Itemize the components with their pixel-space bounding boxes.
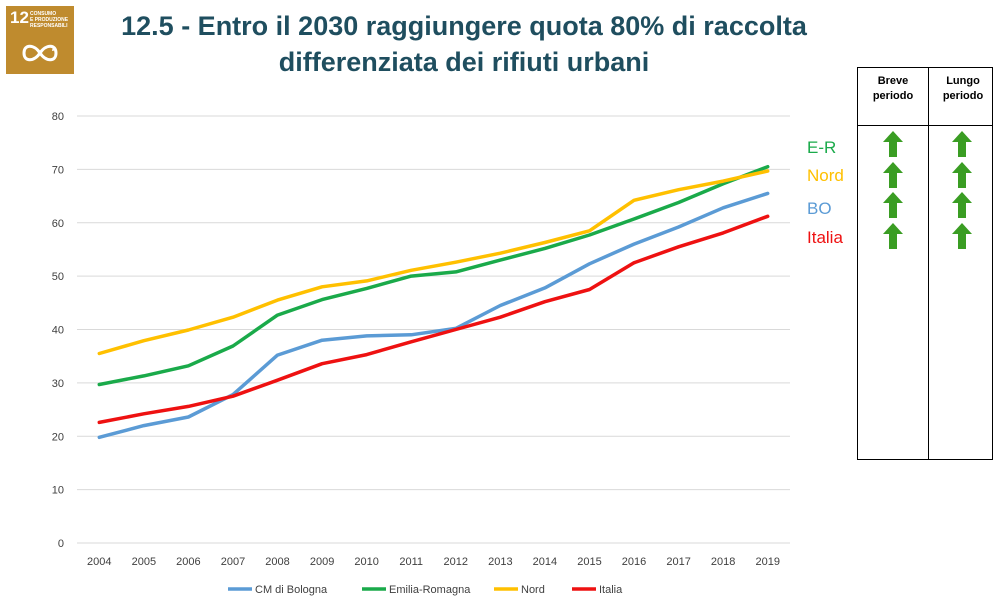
y-tick-label: 30 bbox=[52, 378, 64, 390]
y-tick-label: 40 bbox=[52, 325, 64, 337]
title-line-1: 12.5 - Entro il 2030 raggiungere quota 8… bbox=[121, 11, 807, 41]
x-tick-label: 2013 bbox=[488, 556, 512, 568]
x-tick-label: 2014 bbox=[533, 556, 557, 568]
table-divider-horizontal bbox=[858, 125, 992, 126]
x-tick-label: 2018 bbox=[711, 556, 735, 568]
series-line bbox=[97, 214, 770, 425]
y-tick-label: 80 bbox=[52, 111, 64, 123]
table-divider-vertical bbox=[928, 68, 929, 459]
series-line bbox=[97, 164, 770, 387]
up-arrow-icon bbox=[883, 223, 903, 249]
legend-label: Emilia-Romagna bbox=[389, 584, 471, 596]
header-text: Breve bbox=[877, 75, 909, 87]
x-tick-label: 2012 bbox=[444, 556, 468, 568]
up-arrow-icon bbox=[952, 162, 972, 188]
up-arrow-icon bbox=[952, 131, 972, 157]
up-arrow-icon bbox=[952, 192, 972, 218]
label-nord: Nord bbox=[807, 166, 844, 185]
header-text: periodo bbox=[872, 90, 914, 102]
y-tick-label: 20 bbox=[52, 431, 64, 443]
x-tick-label: 2004 bbox=[87, 556, 111, 568]
up-arrow-icon bbox=[952, 223, 972, 249]
sdg-text-line: responsabili bbox=[30, 23, 68, 29]
x-tick-label: 2008 bbox=[265, 556, 289, 568]
x-tick-label: 2005 bbox=[132, 556, 156, 568]
series-line bbox=[97, 191, 770, 440]
x-tick-label: 2010 bbox=[354, 556, 378, 568]
infinity-loop-icon bbox=[22, 44, 58, 62]
sdg-goal-text: Consumo e produzione responsabili bbox=[30, 11, 72, 29]
legend-label: CM di Bologna bbox=[255, 584, 328, 596]
series-lines bbox=[97, 164, 770, 440]
header-text: periodo bbox=[942, 90, 984, 102]
up-arrow-icon bbox=[883, 131, 903, 157]
chart-legend: CM di Bologna Emilia-Romagna Nord Italia bbox=[228, 584, 623, 596]
x-tick-label: 2007 bbox=[221, 556, 245, 568]
x-tick-label: 2009 bbox=[310, 556, 334, 568]
label-bo: BO bbox=[807, 199, 832, 218]
y-tick-label: 70 bbox=[52, 164, 64, 176]
label-er: E-R bbox=[807, 138, 837, 157]
y-tick-label: 50 bbox=[52, 271, 64, 283]
up-arrow-icon bbox=[883, 162, 903, 188]
page-title: 12.5 - Entro il 2030 raggiungere quota 8… bbox=[84, 8, 844, 80]
header-short-term: Breve periodo bbox=[858, 74, 928, 104]
y-tick-label: 10 bbox=[52, 485, 64, 497]
y-tick-label: 0 bbox=[58, 538, 64, 550]
axis-ticks: 0 10 20 30 40 50 60 70 80 2004 2005 2006 2007 2008 200… bbox=[52, 111, 780, 568]
sdg-12-badge: 12 Consumo e produzione responsabili bbox=[6, 6, 74, 74]
legend-label: Nord bbox=[521, 584, 545, 596]
sdg-number: 12 bbox=[10, 8, 29, 27]
x-tick-label: 2006 bbox=[176, 556, 200, 568]
up-arrow-icon bbox=[883, 192, 903, 218]
legend-label: Italia bbox=[599, 584, 623, 596]
x-tick-label: 2019 bbox=[755, 556, 779, 568]
x-tick-label: 2015 bbox=[577, 556, 601, 568]
x-tick-label: 2017 bbox=[666, 556, 690, 568]
x-tick-label: 2016 bbox=[622, 556, 646, 568]
sdg-text-line: e produzione bbox=[30, 17, 69, 23]
series-line bbox=[97, 169, 770, 356]
y-tick-label: 60 bbox=[52, 218, 64, 230]
sdg-text-line: Consumo bbox=[30, 11, 57, 17]
title-line-2: differenziata dei rifiuti urbani bbox=[278, 47, 650, 77]
label-italia: Italia bbox=[807, 228, 843, 247]
header-text: Lungo bbox=[946, 75, 980, 87]
x-tick-label: 2011 bbox=[399, 556, 423, 568]
line-chart: 0 10 20 30 40 50 60 70 80 2004 2005 2006 2007 2008 200… bbox=[52, 111, 790, 596]
header-long-term: Lungo periodo bbox=[928, 74, 998, 104]
trend-table: Breve periodo Lungo periodo bbox=[857, 67, 993, 460]
